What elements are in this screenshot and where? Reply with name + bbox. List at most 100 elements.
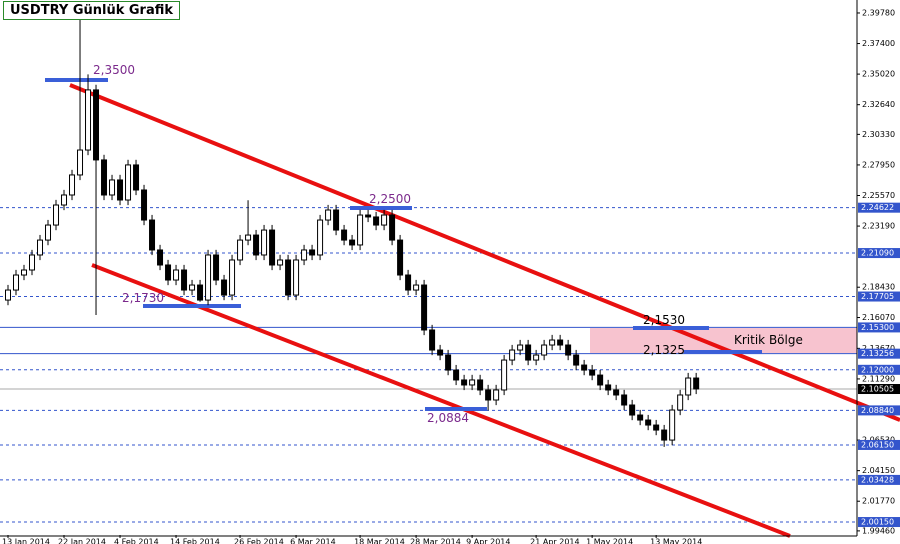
annotation: 2,1730	[122, 291, 164, 305]
y-tick-label: 2.25570	[862, 191, 895, 200]
candle-body	[645, 419, 652, 426]
candle-body	[629, 404, 636, 416]
candle-body	[373, 216, 380, 226]
level-label: 2.21090	[861, 249, 894, 258]
x-tick-label: 4 Feb 2014	[114, 538, 159, 544]
y-tick-label: 2.16070	[862, 313, 895, 322]
candle-body	[525, 344, 532, 361]
x-tick-label: 6 Mar 2014	[290, 538, 336, 544]
y-tick-label: 2.35020	[862, 70, 895, 79]
candle-body	[13, 274, 20, 291]
candle-body	[453, 369, 460, 381]
price-label-box	[858, 384, 900, 395]
candle-body	[421, 284, 428, 331]
candle-body	[5, 289, 12, 301]
x-tick-label: 22 Jan 2014	[58, 538, 106, 544]
y-tick-label: 2.27950	[862, 160, 895, 169]
candle-body	[437, 349, 444, 356]
candle-body	[557, 339, 564, 346]
x-tick-label: 13 May 2014	[650, 538, 702, 544]
candle-body	[677, 394, 684, 411]
candle-body	[501, 359, 508, 391]
candle-body	[597, 374, 604, 386]
candle-body	[149, 219, 156, 251]
y-tick-label: 2.13670	[862, 344, 895, 353]
candle-body	[397, 239, 404, 276]
candle-body	[69, 174, 76, 196]
candle-body	[133, 164, 140, 191]
x-tick-label: 28 Mar 2014	[410, 538, 461, 544]
candle-body	[197, 284, 204, 301]
candle-body	[477, 379, 484, 391]
level-label: 2.13256	[861, 349, 894, 358]
candle-body	[317, 219, 324, 256]
candle-body	[669, 409, 676, 441]
channel-lower	[91, 263, 791, 538]
candle-body	[205, 254, 212, 301]
candle-body	[613, 389, 620, 396]
candle-body	[173, 269, 180, 281]
x-tick-label: 26 Feb 2014	[234, 538, 284, 544]
candle-body	[509, 349, 516, 361]
candle-body	[45, 224, 52, 241]
candle-body	[333, 209, 340, 231]
x-tick-label: 18 Mar 2014	[354, 538, 405, 544]
candle-body	[661, 429, 668, 441]
x-tick-label: 1 May 2014	[586, 538, 633, 544]
y-tick-label: 2.01770	[862, 497, 895, 506]
y-tick-label: 2.39780	[862, 8, 895, 17]
candle-body	[125, 164, 132, 201]
candle-body	[37, 239, 44, 256]
candle-body	[341, 229, 348, 241]
candle-body	[581, 364, 588, 371]
candle-body	[165, 264, 172, 281]
candle-body	[253, 234, 260, 256]
candle-body	[261, 229, 268, 256]
candle-body	[157, 249, 164, 266]
y-tick-label: 2.32640	[862, 100, 895, 109]
candle-body	[589, 369, 596, 376]
candle-body	[61, 194, 68, 206]
candle-body	[653, 424, 660, 431]
candle-body	[309, 249, 316, 256]
candle-body	[213, 254, 220, 281]
candle-body	[469, 379, 476, 386]
x-tick-label: 14 Feb 2014	[170, 538, 220, 544]
candle-body	[405, 274, 412, 291]
level-label: 2.00150	[861, 518, 894, 527]
level-label-box	[858, 439, 900, 450]
candle-body	[445, 354, 452, 371]
candle-body	[237, 239, 244, 261]
candle-body	[533, 354, 540, 361]
candle-body	[381, 214, 388, 226]
candle-body	[325, 209, 332, 221]
candle-body	[637, 414, 644, 421]
x-tick-label: 21 Apr 2014	[530, 538, 579, 544]
candle-body	[293, 259, 300, 296]
candle-body	[357, 214, 364, 246]
y-tick-label: 2.11290	[862, 374, 895, 383]
candle-body	[301, 249, 308, 261]
candle-body	[229, 259, 236, 296]
level-label-box	[858, 364, 900, 375]
candle-body	[549, 339, 556, 346]
candle-body	[485, 389, 492, 401]
candle-body	[565, 344, 572, 356]
annotation: 2,1325	[643, 343, 685, 357]
channel-upper	[69, 83, 900, 422]
level-label-box	[858, 405, 900, 416]
candle-body	[109, 179, 116, 196]
level-label: 2.15300	[861, 323, 894, 332]
level-label: 2.17705	[861, 292, 894, 301]
candle-body	[429, 329, 436, 351]
annotation: 2,1530	[643, 313, 685, 327]
candle-body	[573, 354, 580, 366]
price-label: 2.10505	[861, 385, 894, 394]
candle-body	[517, 344, 524, 351]
candle-body	[77, 149, 84, 176]
level-label-box	[858, 474, 900, 485]
y-tick-label: 2.23190	[862, 222, 895, 231]
candle-body	[413, 284, 420, 291]
